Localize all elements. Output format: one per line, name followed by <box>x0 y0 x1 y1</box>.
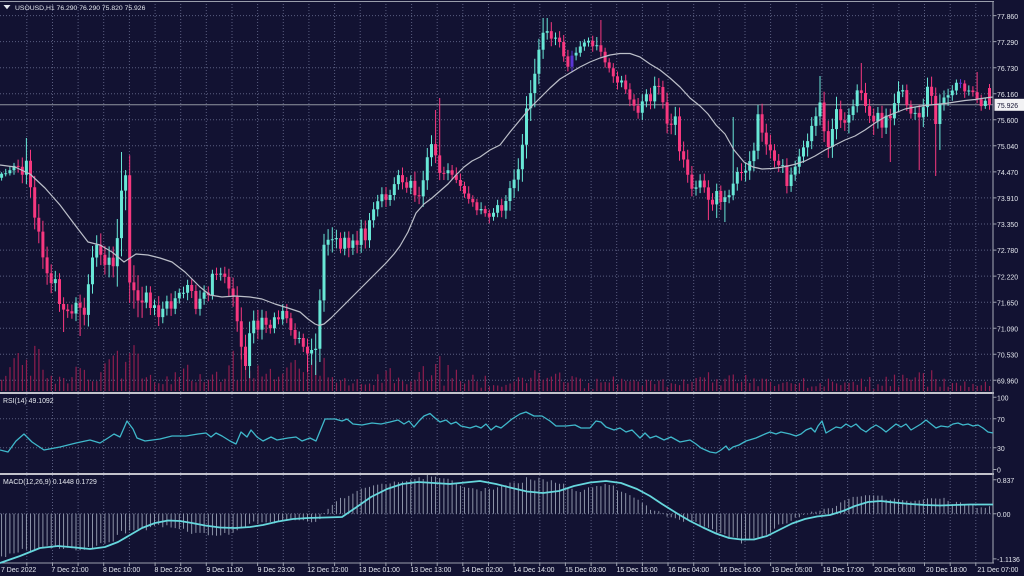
svg-text:15 Dec 15:00: 15 Dec 15:00 <box>617 567 658 574</box>
svg-text:USOUSD,H1 76.290 76.290 75.82: USOUSD,H1 76.290 76.290 75.820 75.926 <box>15 5 146 12</box>
svg-text:20 Dec 06:00: 20 Dec 06:00 <box>874 567 915 574</box>
svg-text:13 Dec 13:00: 13 Dec 13:00 <box>410 567 451 574</box>
svg-text:77.290: 77.290 <box>997 40 1018 47</box>
svg-text:14 Dec 02:00: 14 Dec 02:00 <box>462 567 503 574</box>
svg-text:16 Dec 16:00: 16 Dec 16:00 <box>720 567 761 574</box>
svg-text:75.040: 75.040 <box>997 144 1018 151</box>
svg-text:7 Dec 2022: 7 Dec 2022 <box>1 567 36 574</box>
svg-text:69.960: 69.960 <box>997 379 1018 386</box>
svg-text:20 Dec 18:00: 20 Dec 18:00 <box>926 567 967 574</box>
svg-text:76.730: 76.730 <box>997 66 1018 73</box>
svg-text:74.470: 74.470 <box>997 170 1018 177</box>
svg-text:19 Dec 17:00: 19 Dec 17:00 <box>823 567 864 574</box>
svg-text:21 Dec 07:00: 21 Dec 07:00 <box>977 567 1018 574</box>
svg-text:77.860: 77.860 <box>997 14 1018 21</box>
svg-text:75.926: 75.926 <box>997 103 1018 110</box>
svg-text:19 Dec 05:00: 19 Dec 05:00 <box>771 567 812 574</box>
svg-text:MACD(12,26,9) 0.1448 0.1729: MACD(12,26,9) 0.1448 0.1729 <box>3 479 97 486</box>
svg-text:9 Dec 23:00: 9 Dec 23:00 <box>258 567 295 574</box>
svg-text:73.910: 73.910 <box>997 196 1018 203</box>
svg-text:0.837: 0.837 <box>997 478 1014 485</box>
svg-text:RSI(14) 49.1092: RSI(14) 49.1092 <box>3 398 54 405</box>
svg-text:9 Dec 11:00: 9 Dec 11:00 <box>206 567 243 574</box>
svg-text:14 Dec 14:00: 14 Dec 14:00 <box>514 567 555 574</box>
svg-text:100: 100 <box>997 395 1009 402</box>
svg-text:72.780: 72.780 <box>997 248 1018 255</box>
svg-text:73.350: 73.350 <box>997 222 1018 229</box>
svg-text:16 Dec 04:00: 16 Dec 04:00 <box>668 567 709 574</box>
svg-text:0: 0 <box>997 468 1001 475</box>
svg-text:-1.1136: -1.1136 <box>997 557 1020 564</box>
svg-text:70: 70 <box>997 417 1005 424</box>
svg-text:0.00: 0.00 <box>997 512 1011 519</box>
svg-text:75.600: 75.600 <box>997 118 1018 125</box>
svg-text:15 Dec 03:00: 15 Dec 03:00 <box>565 567 606 574</box>
svg-text:8 Dec 10:00: 8 Dec 10:00 <box>103 567 140 574</box>
svg-text:71.650: 71.650 <box>997 300 1018 307</box>
svg-text:12 Dec 12:00: 12 Dec 12:00 <box>307 567 348 574</box>
svg-text:76.160: 76.160 <box>997 92 1018 99</box>
svg-text:8 Dec 22:00: 8 Dec 22:00 <box>155 567 192 574</box>
svg-text:70.530: 70.530 <box>997 353 1018 360</box>
svg-text:30: 30 <box>997 446 1005 453</box>
svg-text:13 Dec 01:00: 13 Dec 01:00 <box>359 567 400 574</box>
svg-text:71.090: 71.090 <box>997 326 1018 333</box>
svg-text:72.220: 72.220 <box>997 274 1018 281</box>
svg-text:7 Dec 21:00: 7 Dec 21:00 <box>51 567 88 574</box>
